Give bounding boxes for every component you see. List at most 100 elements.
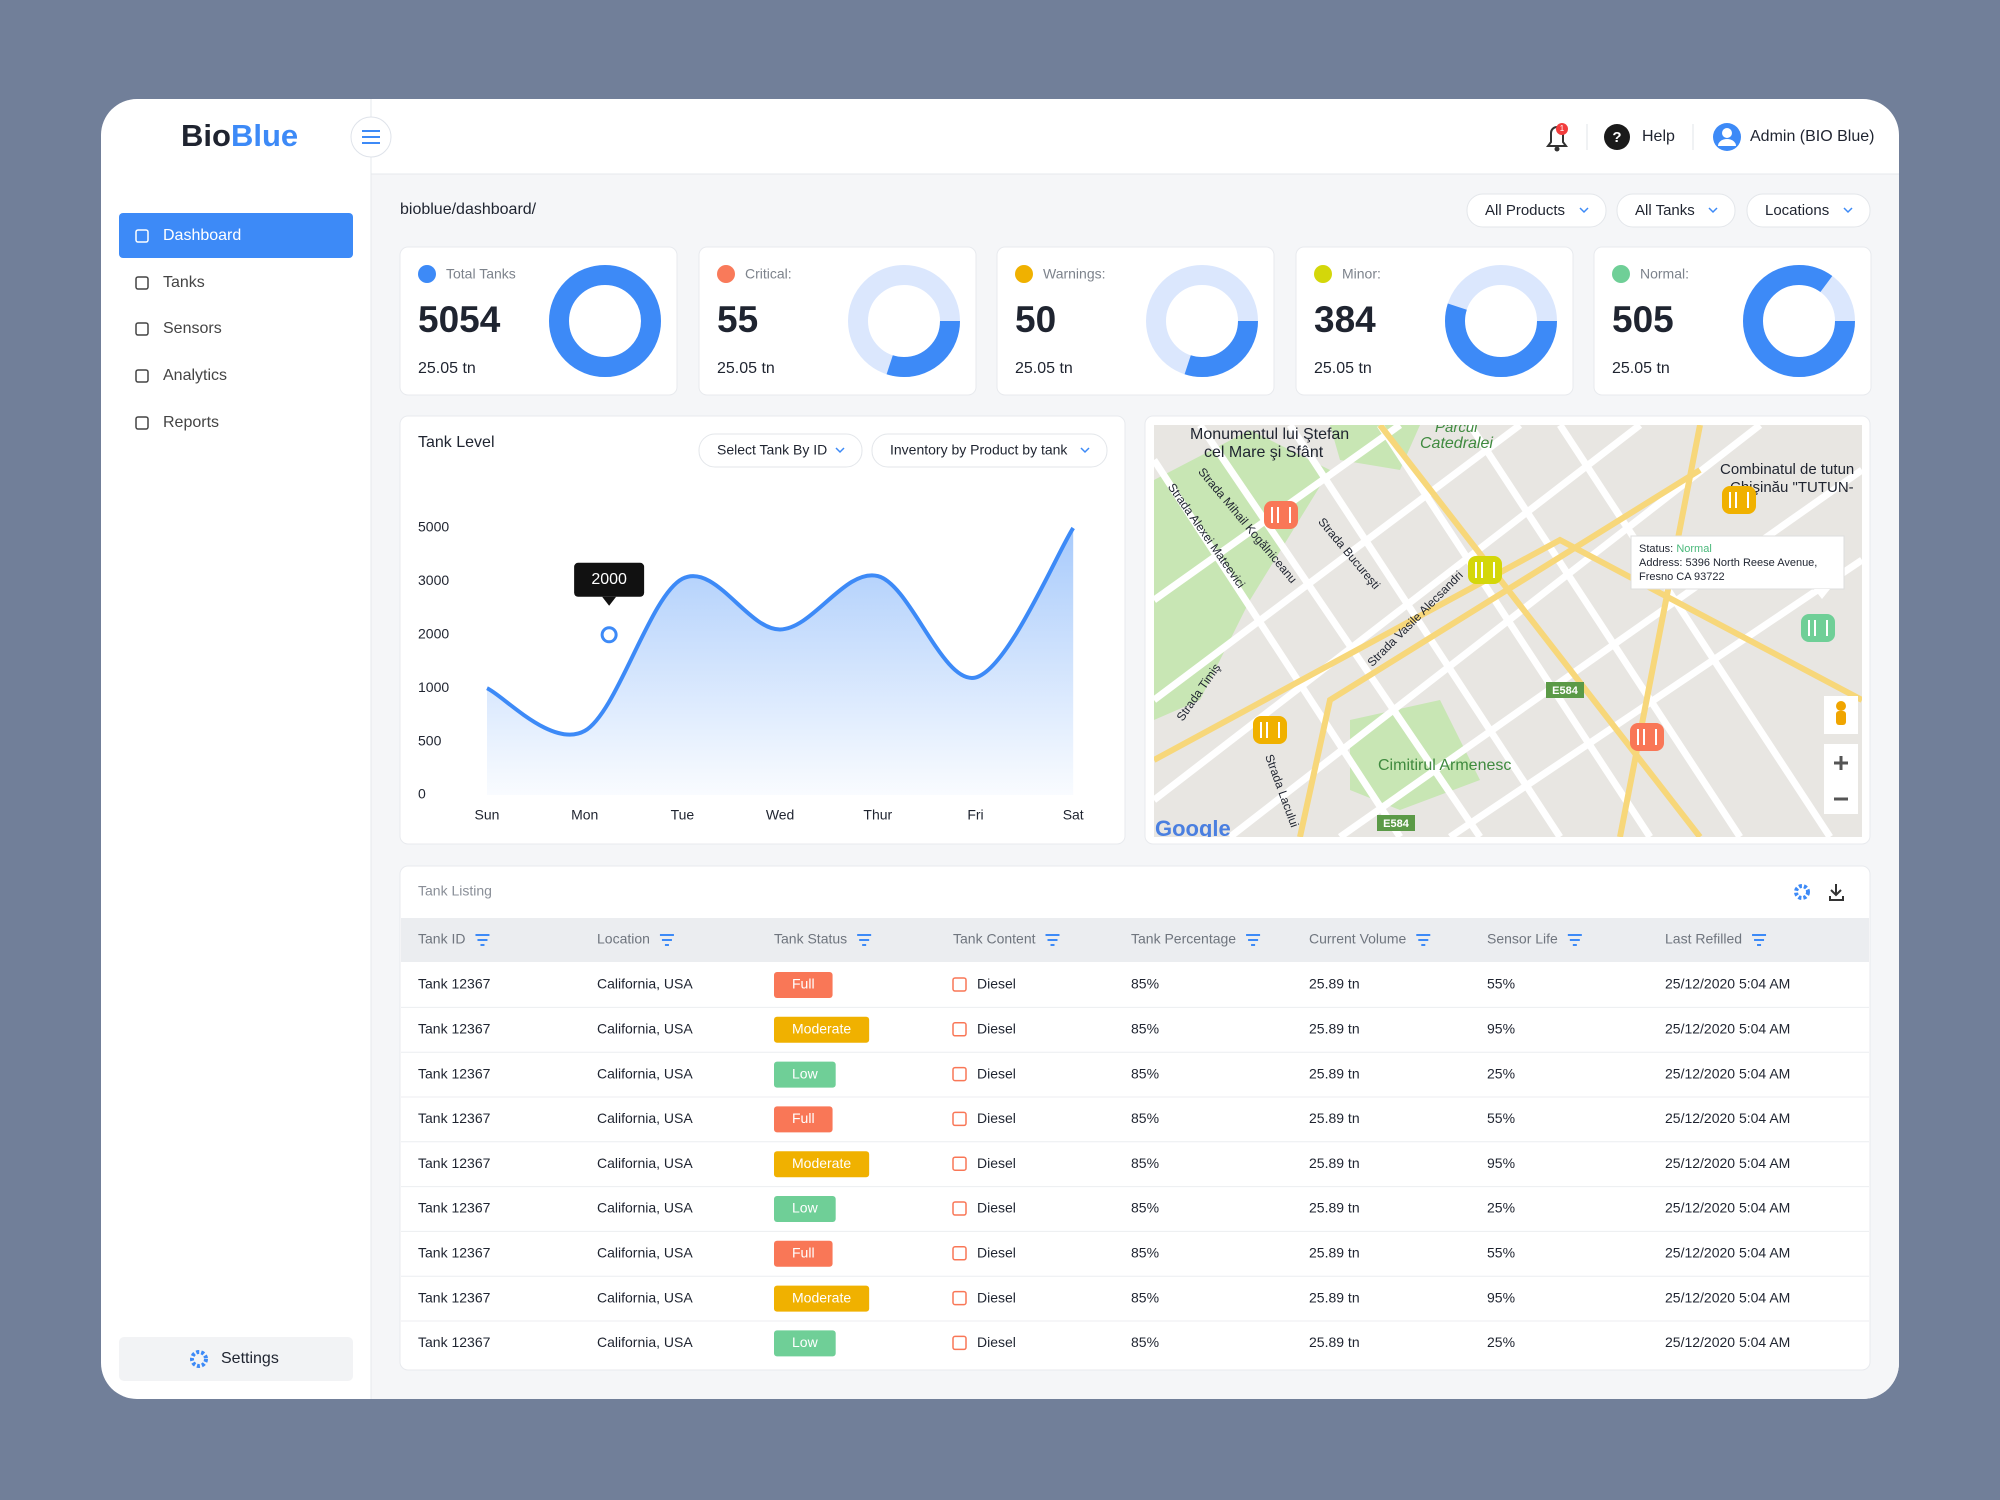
tank-marker[interactable] <box>1630 723 1664 751</box>
cell: Diesel <box>977 1021 1016 1037</box>
cell: Diesel <box>977 1334 1016 1350</box>
content-icon <box>952 977 967 992</box>
nav-item[interactable]: Sensors <box>163 320 222 337</box>
bell[interactable] <box>1546 123 1568 152</box>
filter-icon[interactable] <box>857 934 872 946</box>
tooltip-address: Fresno CA 93722 <box>1639 571 1725 583</box>
filter-icon[interactable] <box>475 934 490 946</box>
status-dot <box>1612 265 1630 283</box>
nav-active <box>119 213 353 258</box>
column-header: Tank ID <box>418 931 465 947</box>
settings-label[interactable]: Settings <box>221 1350 279 1367</box>
card-label: Minor: <box>1342 266 1381 282</box>
filter-icon[interactable] <box>1567 934 1582 946</box>
chevron <box>1843 207 1853 214</box>
cell: California, USA <box>597 1245 693 1261</box>
filter-label: All Tanks <box>1635 202 1695 219</box>
cell: 85% <box>1131 1245 1159 1261</box>
chart-dropdown[interactable] <box>698 433 863 468</box>
tooltip-text: Normal <box>1676 543 1711 555</box>
cell: 25/12/2020 5:04 AM <box>1665 1289 1790 1305</box>
y-tick-label: 2000 <box>418 626 449 642</box>
donut-arc <box>549 265 661 377</box>
cell: 25/12/2020 5:04 AM <box>1665 1200 1790 1216</box>
cell: 25.89 tn <box>1309 1200 1360 1216</box>
stat-cards: Total Tanks 5054 25.05 tn Critical: 55 25.05 … <box>399 246 1872 396</box>
cell: Diesel <box>977 1110 1016 1126</box>
tank-marker[interactable] <box>1264 501 1298 529</box>
x-tick-label: Sun <box>475 807 500 823</box>
donut-arc <box>1445 265 1557 377</box>
status-label: Low <box>792 1334 819 1350</box>
status-pill <box>774 1285 870 1312</box>
tank-marker[interactable] <box>1253 716 1287 744</box>
filter-dropdown[interactable] <box>1466 193 1607 228</box>
x-tick-label: Thur <box>863 807 892 823</box>
pegman-icon <box>1836 701 1846 711</box>
tank-marker[interactable] <box>1468 556 1502 584</box>
status-pill <box>774 1330 836 1357</box>
nav-item[interactable]: Analytics <box>163 367 227 384</box>
line <box>486 526 1075 737</box>
avatar[interactable] <box>1713 123 1741 151</box>
table-download[interactable] <box>1829 884 1844 901</box>
filter-icon[interactable] <box>1416 934 1431 946</box>
status-dot <box>1015 265 1033 283</box>
status-dot <box>1314 265 1332 283</box>
filter-icon[interactable] <box>659 934 674 946</box>
cell: 95% <box>1487 1289 1515 1305</box>
card-value: 55 <box>717 299 758 340</box>
chart-dropdown[interactable] <box>871 433 1108 468</box>
cell: 25/12/2020 5:04 AM <box>1665 1110 1790 1126</box>
nav-item[interactable]: Tanks <box>163 274 205 291</box>
card-value: 50 <box>1015 299 1056 340</box>
cell: 25/12/2020 5:04 AM <box>1665 1021 1790 1037</box>
cell: California, USA <box>597 1334 693 1350</box>
settings-button[interactable] <box>119 1337 353 1381</box>
filter-dropdown[interactable] <box>1746 193 1871 228</box>
cell: California, USA <box>597 1021 693 1037</box>
chevron <box>1080 447 1090 454</box>
cell: 85% <box>1131 1289 1159 1305</box>
filter-dropdown[interactable] <box>1616 193 1736 228</box>
y-tick-label: 5000 <box>418 519 449 535</box>
status-pill <box>774 1196 836 1222</box>
nav-item[interactable]: Reports <box>163 414 219 431</box>
nav-icon <box>135 322 149 336</box>
brand-part: Bio <box>181 118 231 153</box>
menu-toggle[interactable] <box>350 116 392 158</box>
filter-icon[interactable] <box>1045 934 1060 946</box>
map-label: Chişinău "TUTUN- <box>1730 479 1854 496</box>
tooltip-arrow <box>602 596 617 606</box>
road-badge-label: E584 <box>1383 818 1410 830</box>
cell: 25/12/2020 5:04 AM <box>1665 1334 1790 1350</box>
map-label: Monumentul lui Ştefan <box>1190 426 1349 443</box>
cell: Tank 12367 <box>418 1334 491 1350</box>
help[interactable]: Help <box>1642 128 1675 145</box>
card-sub: 25.05 tn <box>1314 360 1372 377</box>
column-header: Tank Content <box>953 931 1036 947</box>
help-icon[interactable] <box>1604 124 1630 150</box>
map-label: cel Mare şi Sfânt <box>1204 444 1324 461</box>
tooltip-text: Status: <box>1639 543 1673 555</box>
chart: 0 500 1000 2000 3000 5000 Sun Mon Tue Wed Thur Fri S… <box>418 519 1084 823</box>
y-tick-label: 500 <box>418 732 442 748</box>
column-header: Last Refilled <box>1665 931 1742 947</box>
cell: 25/12/2020 5:04 AM <box>1665 1245 1790 1261</box>
chart-dropdowns: Select Tank By ID Inventory by Product by… <box>698 433 1108 468</box>
settings-icon <box>190 1350 208 1368</box>
filter-icon[interactable] <box>1752 934 1767 946</box>
user-name[interactable]: Admin (BIO Blue) <box>1750 128 1874 145</box>
tooltip-label: 2000 <box>591 571 627 588</box>
nav-icon <box>135 416 149 430</box>
cell: Diesel <box>977 1155 1016 1171</box>
tank-marker[interactable] <box>1722 486 1756 514</box>
nav-item[interactable]: Dashboard <box>163 227 241 244</box>
filter-icon[interactable] <box>1246 934 1261 946</box>
table-settings[interactable] <box>1794 884 1810 900</box>
nav-icon <box>135 369 149 383</box>
zoom-in[interactable] <box>1834 756 1848 770</box>
cell: 85% <box>1131 1065 1159 1081</box>
status-label: Low <box>792 1200 819 1216</box>
tank-marker[interactable] <box>1801 614 1835 642</box>
